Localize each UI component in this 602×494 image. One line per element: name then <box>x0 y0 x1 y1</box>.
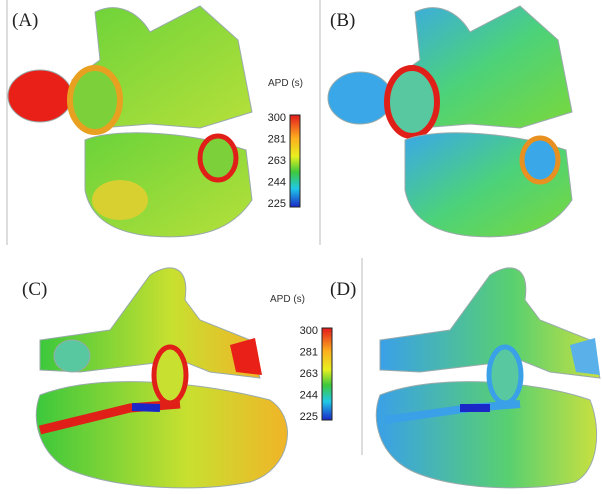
colorbar-tick-label: 244 <box>300 389 318 401</box>
heart-b <box>328 6 572 237</box>
colorbar-tick-label: 281 <box>268 133 286 145</box>
heart-d <box>376 268 600 488</box>
colorbar-bar <box>322 328 332 420</box>
colorbar-tick-label: 263 <box>300 368 318 380</box>
colorbar-tick-label: 281 <box>300 346 318 358</box>
colorbar-title: APD (s) <box>268 78 303 89</box>
panel-label: (B) <box>330 10 355 31</box>
colorbar: APD (s) 300 281 263 244 225 <box>268 78 303 210</box>
colorbar-tick-label: 300 <box>300 325 318 337</box>
colorbar-tick-label: 263 <box>268 155 286 167</box>
heart-a <box>8 6 252 237</box>
heart-c <box>36 268 287 488</box>
panel-label: (A) <box>12 10 38 31</box>
colorbar-bar <box>290 115 300 207</box>
panel-label: (D) <box>330 279 356 300</box>
colorbar-title: APD (s) <box>270 294 305 305</box>
colorbar-tick-label: 244 <box>268 176 286 188</box>
panel-label: (C) <box>22 279 47 300</box>
figure: (A) (B) (C) (D) APD (s) 300281263244225 … <box>0 0 602 494</box>
colorbar-tick-label: 225 <box>300 411 318 423</box>
colorbar: APD (s) 300 281 263 244 225 <box>270 294 332 423</box>
colorbar-tick-label: 225 <box>268 198 286 210</box>
colorbar-tick-label: 300 <box>268 112 286 124</box>
